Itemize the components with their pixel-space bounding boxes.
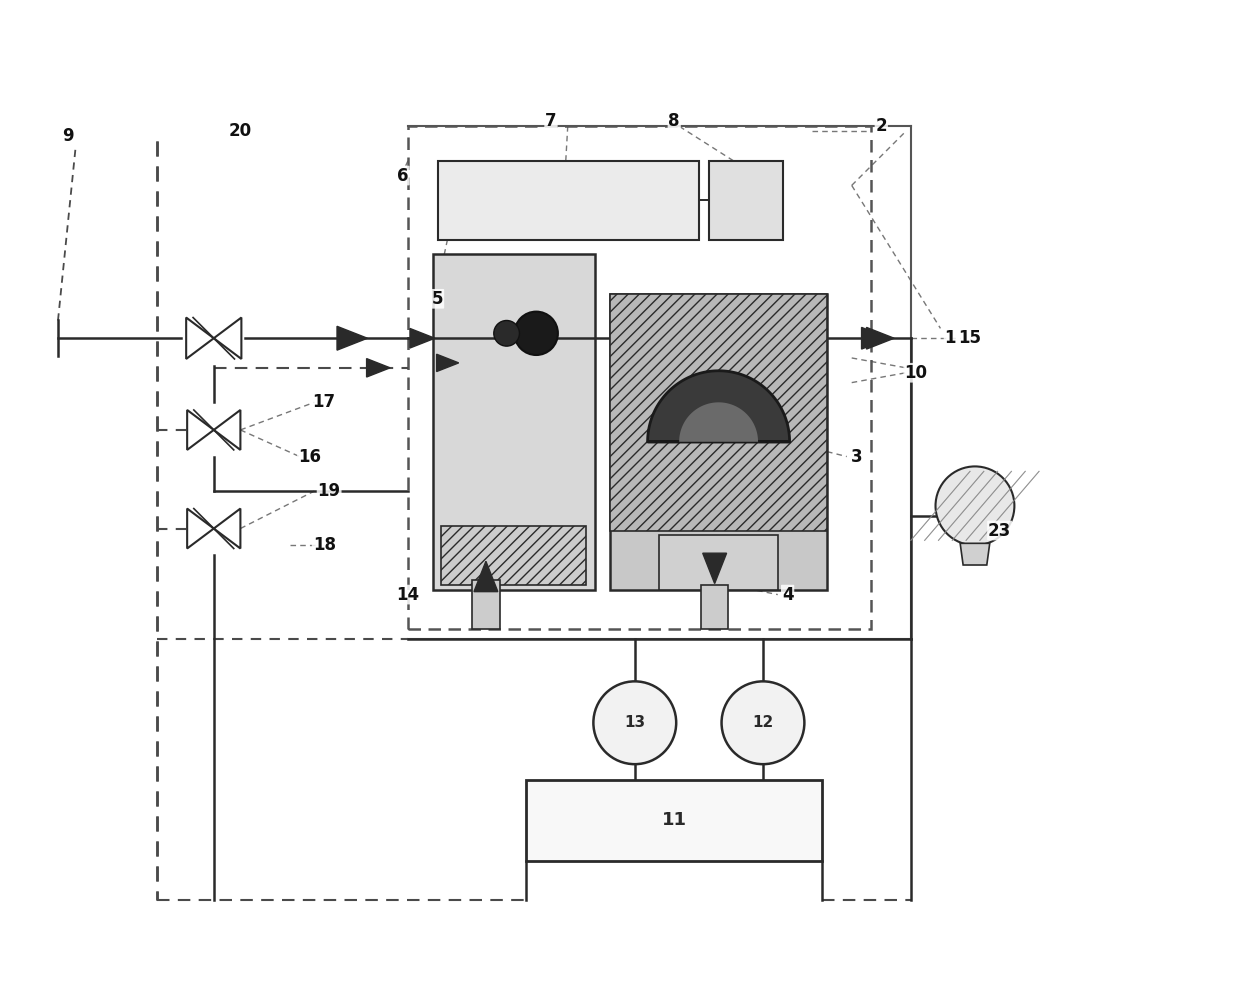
FancyBboxPatch shape (438, 161, 699, 240)
Text: 10: 10 (904, 364, 928, 382)
FancyBboxPatch shape (709, 161, 782, 240)
Circle shape (515, 311, 558, 355)
Polygon shape (436, 354, 459, 372)
Polygon shape (867, 327, 894, 349)
Polygon shape (647, 371, 790, 442)
Text: 9: 9 (62, 127, 73, 145)
Text: 3: 3 (851, 448, 863, 466)
Polygon shape (474, 561, 497, 592)
FancyBboxPatch shape (610, 294, 827, 530)
Polygon shape (337, 326, 367, 350)
FancyBboxPatch shape (433, 255, 595, 590)
Text: 6: 6 (397, 166, 409, 184)
Text: 11: 11 (662, 812, 687, 829)
Circle shape (494, 320, 520, 346)
Polygon shape (410, 328, 435, 348)
Text: 12: 12 (753, 716, 774, 730)
Text: 23: 23 (988, 521, 1012, 539)
Text: 7: 7 (546, 112, 557, 131)
Text: 20: 20 (229, 122, 252, 140)
FancyBboxPatch shape (610, 294, 827, 590)
Circle shape (594, 682, 676, 764)
Text: 14: 14 (397, 586, 419, 604)
Text: 18: 18 (312, 536, 336, 554)
FancyBboxPatch shape (440, 525, 587, 585)
Text: 15: 15 (959, 329, 982, 347)
Text: 4: 4 (781, 586, 794, 604)
Text: 8: 8 (668, 112, 680, 131)
Polygon shape (680, 402, 758, 442)
Polygon shape (703, 553, 727, 584)
Text: 5: 5 (432, 289, 444, 308)
Text: 19: 19 (317, 482, 341, 500)
Text: 13: 13 (624, 716, 645, 730)
FancyBboxPatch shape (472, 580, 500, 629)
Polygon shape (367, 359, 391, 377)
Text: 17: 17 (312, 393, 336, 411)
Text: 2: 2 (875, 117, 887, 135)
Polygon shape (960, 543, 990, 565)
FancyBboxPatch shape (660, 535, 777, 590)
FancyBboxPatch shape (701, 585, 728, 629)
Circle shape (722, 682, 805, 764)
FancyBboxPatch shape (526, 780, 822, 861)
Polygon shape (862, 327, 889, 349)
Text: 1: 1 (945, 329, 956, 347)
Text: 16: 16 (298, 448, 321, 466)
Circle shape (935, 467, 1014, 545)
